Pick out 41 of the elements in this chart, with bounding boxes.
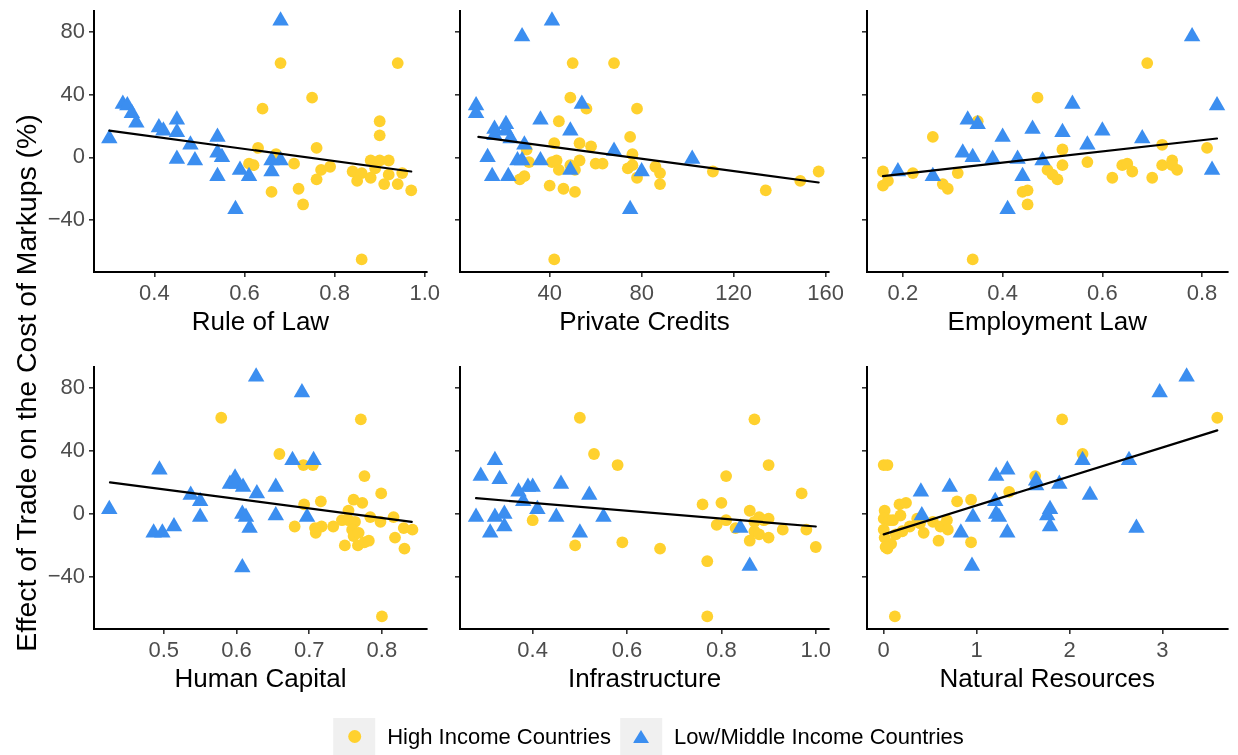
x-tick-label: 1.0 <box>409 280 441 306</box>
x-axis-title: Private Credits <box>559 305 730 336</box>
x-tick-label: 0.6 <box>1087 280 1118 306</box>
x-tick-label: 0.5 <box>148 636 180 662</box>
legend-label: High Income Countries <box>387 723 611 749</box>
x-tick-label: 0.4 <box>139 280 170 306</box>
y-axis-title: Effect of Trade on the Cost of Markups (%) <box>9 114 42 652</box>
x-tick-label: 120 <box>715 280 752 306</box>
x-tick-label: 3 <box>1156 636 1169 662</box>
x-tick-label: 0.8 <box>1186 280 1218 306</box>
x-tick-label: 0 <box>877 636 890 662</box>
legend-label: Low/Middle Income Countries <box>673 723 964 749</box>
x-axis-title: Rule of Law <box>191 305 330 336</box>
x-tick-label: 0.6 <box>229 280 260 306</box>
y-tick-label: 0 <box>72 143 85 169</box>
y-tick-label: 0 <box>72 499 85 525</box>
y-tick-label: 80 <box>60 373 85 399</box>
x-tick-label: 0.7 <box>293 636 325 662</box>
x-tick-label: 160 <box>807 280 844 306</box>
x-tick-label: 0.8 <box>366 636 398 662</box>
x-tick-label: 0.8 <box>319 280 350 306</box>
x-tick-label: 40 <box>537 280 562 306</box>
y-tick-label: −40 <box>47 562 85 588</box>
y-tick-label: 40 <box>60 80 85 106</box>
x-tick-label: 0.8 <box>706 636 737 662</box>
x-tick-label: 0.2 <box>887 280 919 306</box>
y-tick-label: −40 <box>47 206 85 232</box>
y-tick-label: 80 <box>60 18 85 44</box>
y-tick-label: 40 <box>60 436 85 462</box>
x-tick-label: 0.6 <box>611 636 643 662</box>
x-tick-label: 2 <box>1063 636 1076 662</box>
x-tick-label: 1 <box>970 636 983 662</box>
x-axis-title: Human Capital <box>174 662 347 693</box>
x-axis-title: Employment Law <box>947 305 1148 336</box>
x-tick-label: 0.4 <box>517 636 548 662</box>
x-tick-label: 0.6 <box>221 636 252 662</box>
x-tick-label: 80 <box>629 280 654 306</box>
x-tick-label: 0.4 <box>987 280 1018 306</box>
x-axis-title: Infrastructure <box>567 662 722 693</box>
x-tick-label: 1.0 <box>800 636 832 662</box>
x-axis-title: Natural Resources <box>939 662 1155 693</box>
